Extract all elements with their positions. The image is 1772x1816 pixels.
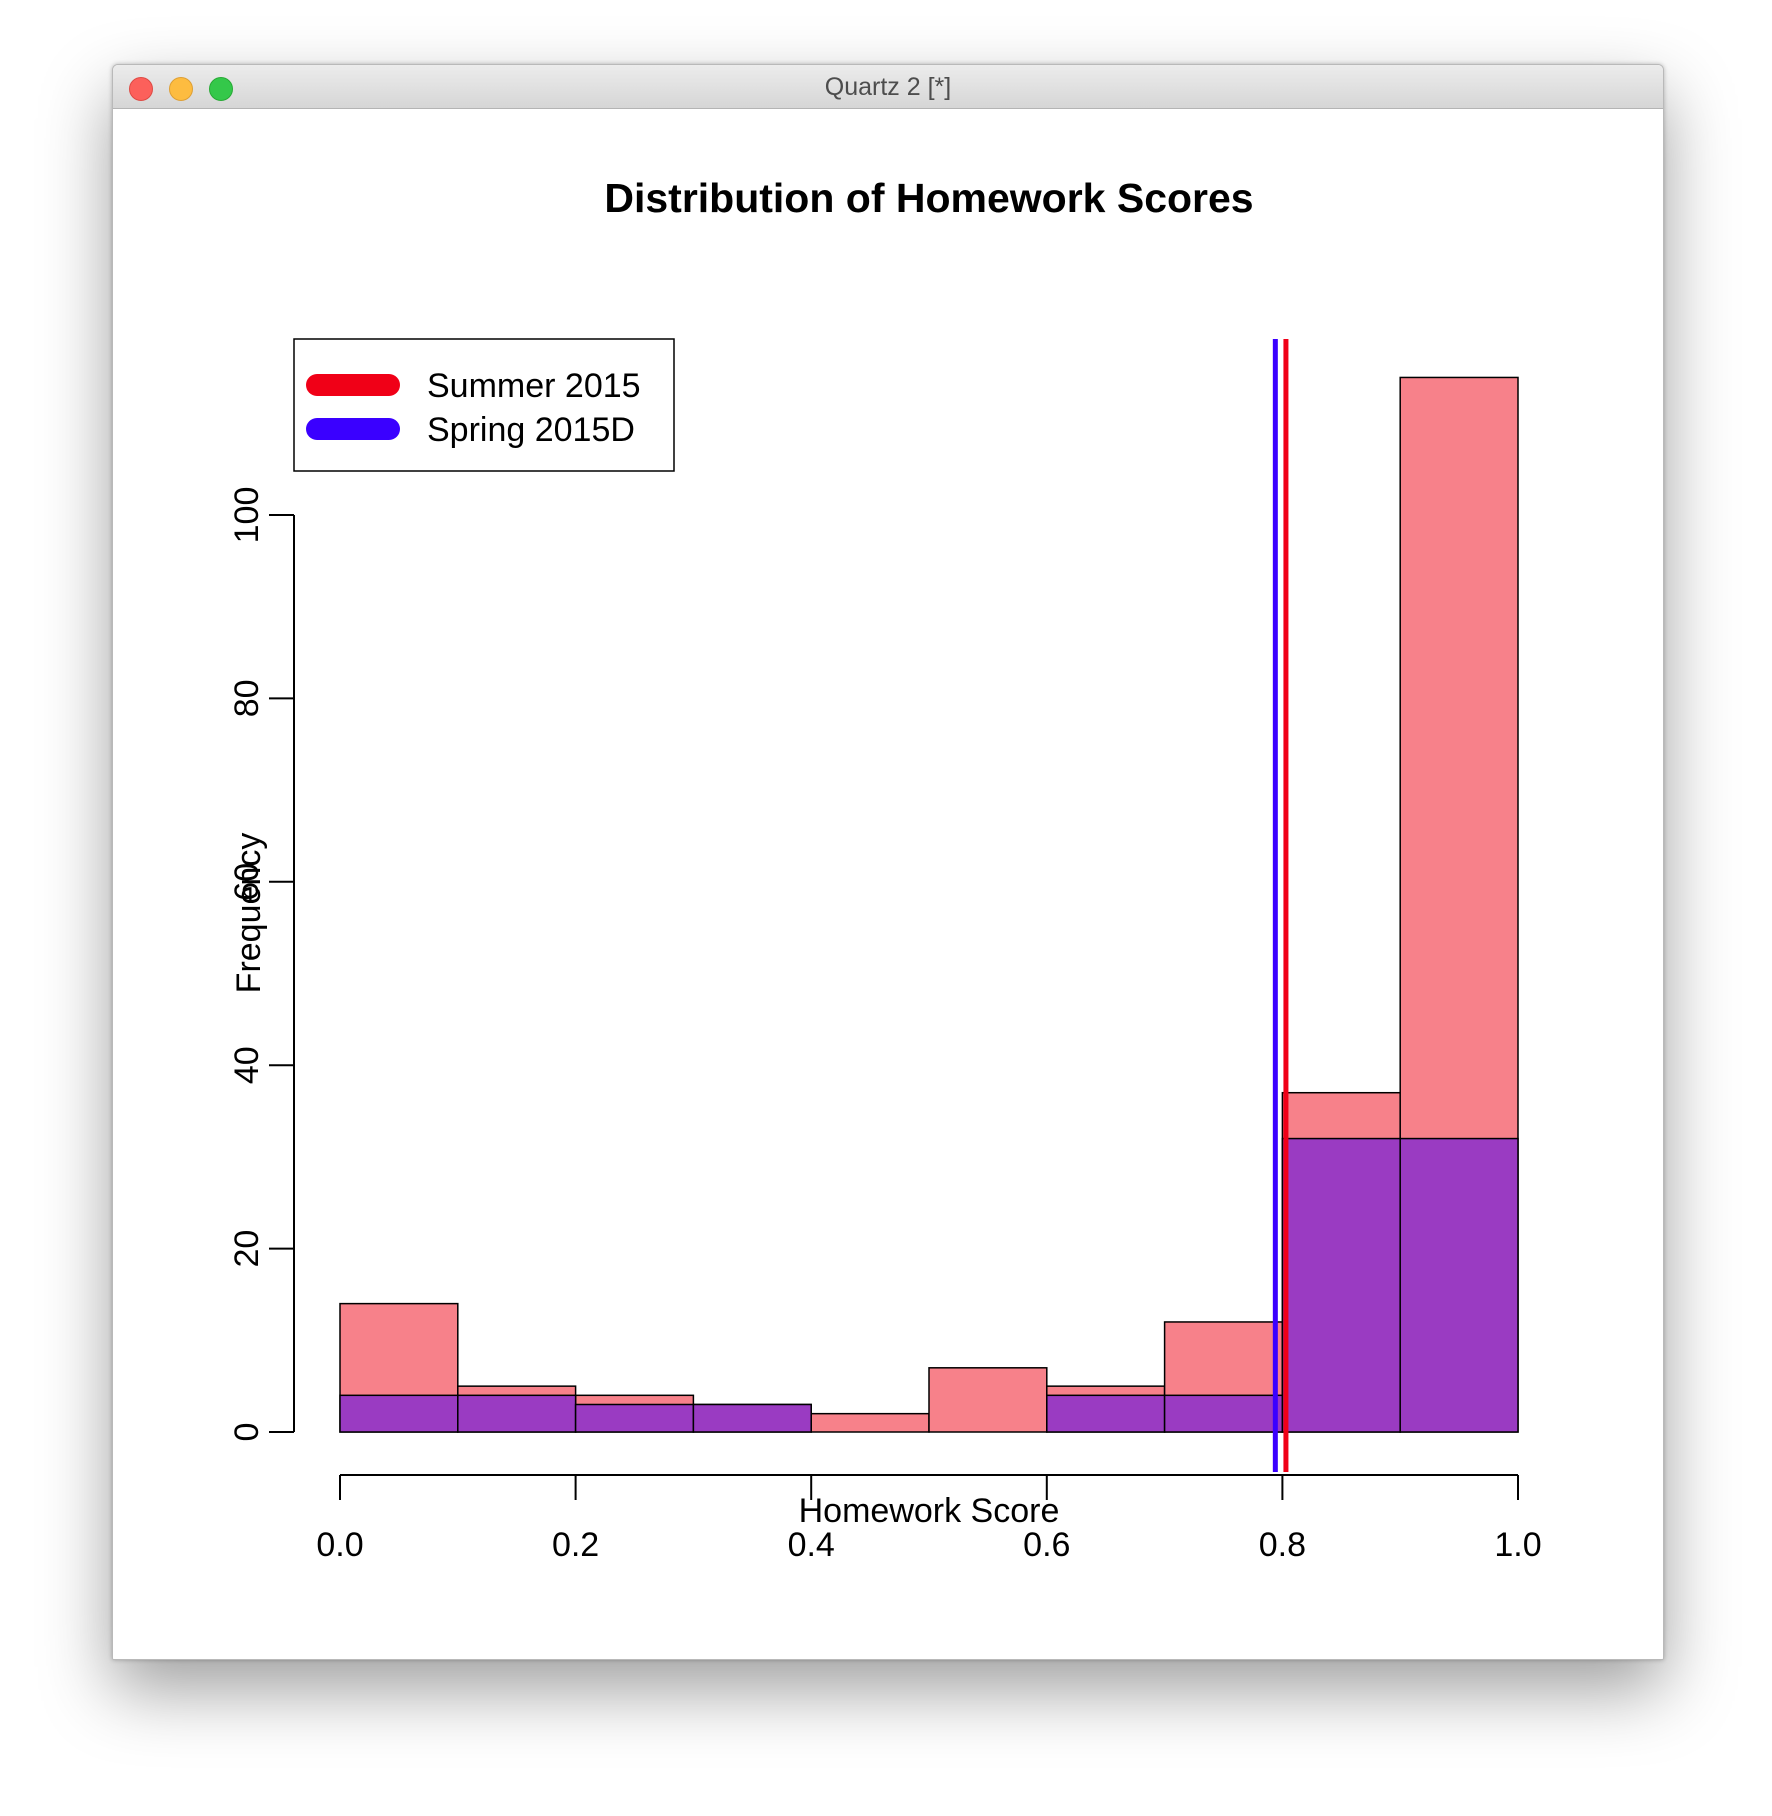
x-tick-label-0: 0.0 xyxy=(316,1526,363,1564)
y-tick-label-3: 60 xyxy=(228,863,266,901)
x-tick-label-5: 1.0 xyxy=(1494,1526,1541,1564)
bar-spring-8 xyxy=(1281,1137,1401,1433)
y-tick-label-4: 80 xyxy=(228,679,266,717)
bar-summer-4 xyxy=(810,1412,930,1433)
x-tick-label-2: 0.4 xyxy=(788,1526,835,1564)
minimize-window-button[interactable] xyxy=(169,77,193,101)
mean-lines-group xyxy=(1272,339,1289,1472)
bar-spring-1 xyxy=(457,1394,577,1433)
legend-label-summer: Summer 2015 xyxy=(427,367,641,405)
window-titlebar[interactable]: Quartz 2 [*] xyxy=(113,65,1663,109)
zoom-window-button[interactable] xyxy=(209,77,233,101)
spring-bars-group xyxy=(339,1137,1519,1433)
bar-spring-0 xyxy=(339,1394,459,1433)
bar-spring-7 xyxy=(1163,1394,1284,1433)
bar-summer-5 xyxy=(928,1367,1048,1433)
y-tick-label-0: 0 xyxy=(228,1423,266,1442)
bar-spring-6 xyxy=(1046,1394,1166,1433)
y-tick-label-5: 100 xyxy=(228,487,266,544)
x-tick-label-3: 0.6 xyxy=(1023,1526,1070,1564)
histogram-chart: Distribution of Homework Scores 0 20 40 60 8… xyxy=(228,175,1542,1564)
x-axis: 0.0 0.2 0.4 0.6 0.8 1.0 xyxy=(316,1474,1542,1564)
plot-area: Distribution of Homework Scores 0 20 40 60 8… xyxy=(113,109,1663,1659)
close-window-button[interactable] xyxy=(129,77,153,101)
y-tick-label-1: 20 xyxy=(228,1230,266,1268)
plot-window: Quartz 2 [*] Distribution of Homework Sc… xyxy=(112,64,1664,1660)
y-tick-label-2: 40 xyxy=(228,1046,266,1084)
legend: Summer 2015 Spring 2015D xyxy=(293,338,675,472)
bar-spring-9 xyxy=(1399,1137,1519,1433)
legend-box xyxy=(293,338,675,472)
x-axis-label: Homework Score xyxy=(799,1492,1060,1530)
window-title: Quartz 2 [*] xyxy=(824,73,952,101)
bar-spring-2 xyxy=(574,1403,695,1433)
legend-label-spring: Spring 2015D xyxy=(427,411,635,449)
bar-spring-3 xyxy=(692,1403,812,1433)
y-axis: 0 20 40 60 80 100 xyxy=(228,487,295,1442)
x-tick-label-4: 0.8 xyxy=(1259,1526,1306,1564)
y-axis-label: Frequency xyxy=(230,833,268,994)
x-tick-label-1: 0.2 xyxy=(552,1526,599,1564)
chart-title: Distribution of Homework Scores xyxy=(604,175,1253,221)
